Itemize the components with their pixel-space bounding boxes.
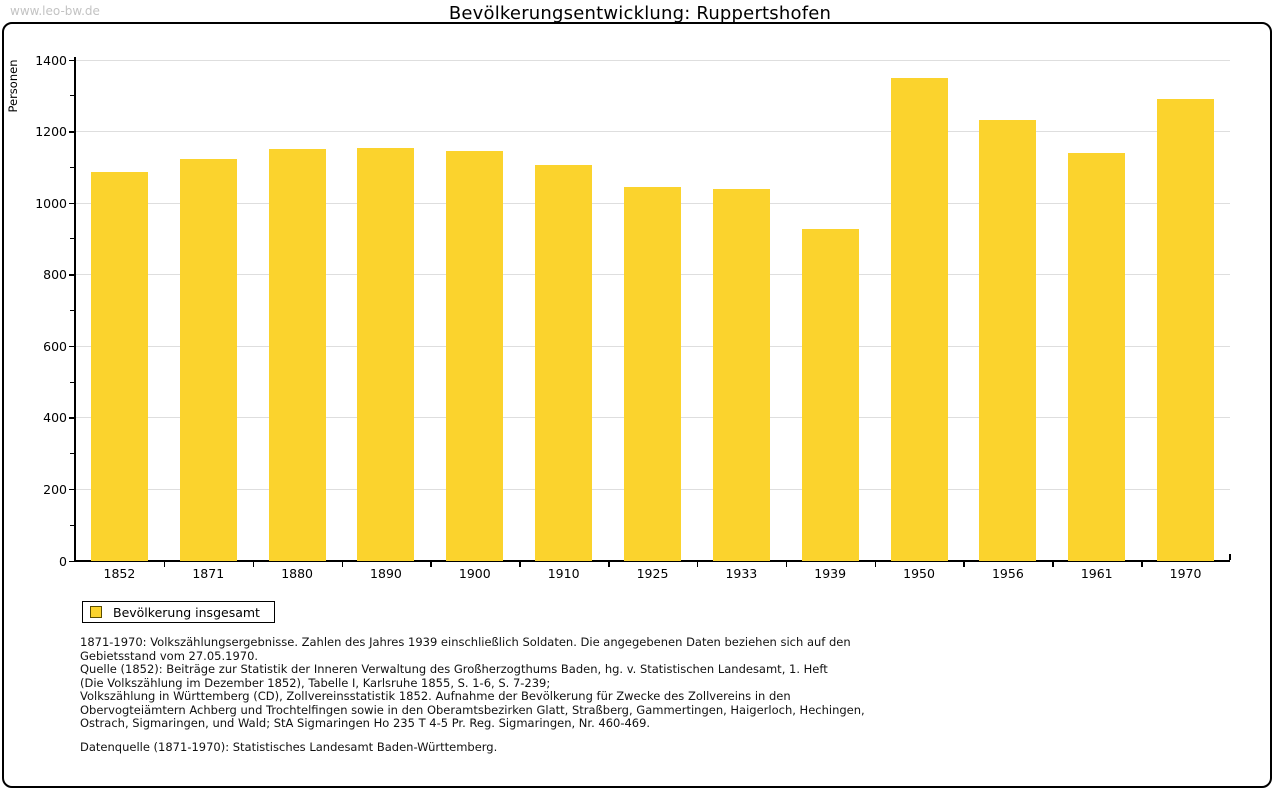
footnote-line: Obervogteiämtern Achberg und Trochtelfin…	[80, 702, 865, 717]
bar-1900	[446, 151, 504, 561]
y-tick-1200	[69, 131, 75, 133]
y-tick-label-800: 800	[43, 267, 67, 283]
x-boundary-tick-10	[963, 562, 965, 567]
legend-swatch-icon	[90, 606, 102, 618]
x-tick-label-1961: 1961	[1080, 566, 1113, 581]
y-minor-tick-100	[70, 524, 75, 526]
x-boundary-tick-8	[785, 562, 788, 567]
x-axis	[74, 560, 1230, 562]
x-tick-label-1970: 1970	[1169, 566, 1202, 581]
y-tick-label-600: 600	[43, 338, 67, 354]
y-tick-label-200: 200	[43, 481, 67, 497]
x-tick-label-1925: 1925	[636, 566, 669, 581]
y-tick-label-1000: 1000	[35, 195, 67, 211]
y-tick-1400	[69, 59, 75, 61]
chart-frame	[2, 22, 1272, 788]
x-boundary-tick-5	[519, 562, 521, 567]
x-boundary-tick-2	[252, 562, 255, 567]
y-axis-label: Personen	[6, 59, 20, 113]
bar-1933	[712, 188, 770, 561]
gridline-1200	[75, 131, 1230, 133]
y-minor-tick-500	[70, 381, 75, 383]
y-tick-label-1400: 1400	[35, 52, 67, 68]
x-boundary-tick-7	[696, 562, 699, 567]
bar-1890	[357, 148, 415, 561]
watermark: www.leo-bw.de	[10, 4, 100, 18]
legend-label: Bevölkerung insgesamt	[113, 604, 260, 620]
bar-1910	[535, 165, 593, 561]
y-tick-800	[69, 274, 75, 276]
y-minor-tick-1300	[70, 95, 75, 97]
y-tick-label-1200: 1200	[35, 124, 67, 140]
bar-1970	[1157, 98, 1215, 561]
x-boundary-tick-11	[1052, 562, 1054, 567]
bar-1925	[624, 187, 681, 561]
bar-1961	[1068, 153, 1126, 561]
x-tick-label-1950: 1950	[903, 566, 935, 581]
x-boundary-tick-1	[163, 562, 166, 567]
footnote-line: (Die Volkszählung im Dezember 1852), Tab…	[80, 675, 551, 690]
y-tick-label-0: 0	[59, 553, 67, 569]
x-boundary-tick-12	[1141, 562, 1143, 567]
y-tick-0	[69, 560, 75, 562]
x-boundary-tick-3	[341, 562, 344, 567]
x-tick-label-1933: 1933	[725, 566, 758, 581]
y-minor-tick-900	[70, 238, 75, 240]
x-boundary-tick-4	[430, 562, 432, 567]
page-title: Bevölkerungsentwicklung: Ruppertshofen	[448, 3, 832, 24]
gridline-1400	[75, 59, 1230, 61]
footnote-line: Gebietsstand vom 27.05.1970.	[80, 648, 259, 663]
footnote-line: Volkszählung in Württemberg (CD), Zollve…	[80, 689, 791, 703]
y-minor-tick-300	[70, 453, 75, 455]
x-tick-label-1890: 1890	[370, 566, 402, 581]
x-tick-label-1871: 1871	[192, 566, 225, 581]
bar-1950	[890, 77, 948, 561]
x-tick-label-1900: 1900	[458, 566, 491, 581]
bar-1939	[801, 228, 859, 561]
legend: Bevölkerung insgesamt	[82, 601, 275, 623]
bar-1880	[268, 149, 326, 561]
x-boundary-tick-6	[608, 562, 610, 567]
bar-1852	[90, 171, 148, 561]
footnote-line: Ostrach, Sigmaringen, und Wald; StA Sigm…	[80, 716, 651, 730]
x-tick-label-1880: 1880	[281, 566, 314, 581]
y-tick-600	[69, 345, 75, 348]
x-axis-end-tick	[1229, 554, 1231, 560]
bar-1956	[979, 119, 1037, 561]
y-minor-tick-700	[70, 310, 75, 311]
x-tick-label-1910: 1910	[547, 566, 580, 581]
bar-1871	[179, 159, 237, 561]
footnote-line: Quelle (1852): Beiträge zur Statistik de…	[80, 662, 828, 676]
x-tick-label-1852: 1852	[103, 566, 136, 581]
y-tick-200	[69, 488, 75, 491]
y-tick-label-400: 400	[43, 410, 67, 426]
y-minor-tick-1100	[70, 166, 75, 168]
y-axis	[74, 57, 76, 562]
footnotes: 1871-1970: Volkszählungsergebnisse. Zahl…	[80, 635, 865, 731]
x-tick-label-1956: 1956	[991, 566, 1024, 581]
y-tick-400	[69, 417, 75, 419]
y-tick-1000	[69, 202, 75, 205]
footnote-line: 1871-1970: Volkszählungsergebnisse. Zahl…	[80, 635, 851, 649]
datasource-line: Datenquelle (1871-1970): Statistisches L…	[80, 740, 498, 754]
x-tick-label-1939: 1939	[814, 566, 847, 581]
x-boundary-tick-9	[874, 562, 877, 567]
